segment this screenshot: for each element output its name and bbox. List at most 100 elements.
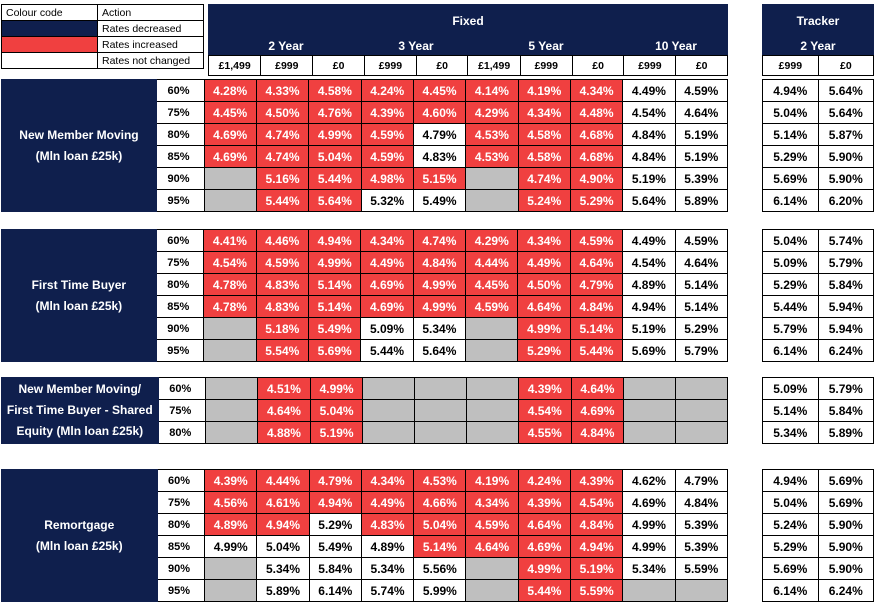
ltv-label: 95%: [156, 579, 206, 602]
tracker-rate-cell: 6.14%: [762, 339, 819, 362]
rate-cell: 5.14%: [674, 295, 728, 318]
rate-cell: 5.44%: [308, 167, 362, 190]
rate-cell: 5.49%: [412, 189, 467, 212]
rate-cell: [675, 399, 728, 422]
section-title: First Time Buyer (Mln loan £25k): [1, 229, 157, 362]
rate-cell: 4.74%: [255, 123, 310, 146]
table-row: 75% 4.54% 4.59% 4.99% 4.49% 4.84% 4.44% 4.49% 4.…: [2, 251, 728, 274]
section-title-line: (Mln loan £25k): [35, 538, 123, 553]
section-title-line: First Time Buyer: [31, 277, 127, 292]
rate-cell: 5.54%: [255, 339, 309, 362]
legend-swatch-decreased: [1, 20, 98, 37]
rate-cell: 4.59%: [465, 513, 519, 536]
rate-cell: 5.14%: [307, 295, 362, 318]
rate-cell: 5.14%: [307, 273, 362, 296]
rate-cell: 4.78%: [203, 295, 257, 318]
rate-cell: 4.89%: [360, 535, 415, 558]
rate-cell: 4.59%: [255, 251, 309, 274]
tracker-rate-cell: 5.94%: [817, 295, 874, 318]
rate-cell: 5.44%: [360, 339, 414, 362]
rate-cell: 4.59%: [360, 123, 414, 146]
rate-cell: 5.29%: [308, 513, 362, 536]
ltv-label: 85%: [155, 145, 205, 168]
rate-cell: 4.58%: [517, 145, 571, 168]
rate-cell: 5.56%: [413, 557, 467, 580]
rate-cell: 4.79%: [308, 469, 362, 492]
tracker-rate-cell: 5.24%: [762, 513, 819, 536]
rate-cell: [203, 167, 257, 190]
rate-cell: 4.54%: [570, 491, 624, 514]
rate-cell: 4.39%: [204, 469, 258, 492]
ltv-label: 90%: [155, 167, 205, 190]
table-row: 85% 4.78% 4.83% 5.14% 4.69% 4.99% 4.59% 4.64% 4.…: [2, 295, 728, 318]
rate-cell: 5.99%: [413, 579, 467, 602]
rate-cell: 4.64%: [517, 513, 572, 536]
rate-cell: 5.34%: [622, 557, 676, 580]
section-title: New Member Moving (Mln loan £25k): [1, 79, 157, 212]
rate-cell: 4.99%: [412, 273, 467, 296]
rate-cell: 4.59%: [674, 229, 728, 252]
rate-cell: 5.19%: [622, 317, 676, 340]
table-row: 5.09% 5.79%: [762, 377, 874, 400]
rate-cell: 4.51%: [257, 377, 311, 400]
rate-cell: 5.04%: [413, 513, 467, 536]
tracker-rate-cell: 5.04%: [762, 229, 819, 252]
rate-cell: 4.48%: [569, 101, 624, 124]
rate-cell: 5.59%: [570, 579, 624, 602]
rate-cell: 4.24%: [517, 469, 572, 492]
tracker-rate-cell: 5.29%: [762, 535, 819, 558]
rate-cell: 4.84%: [570, 421, 625, 444]
rate-cell: 4.53%: [465, 123, 519, 146]
rate-cell: [465, 339, 519, 362]
rate-cell: 4.53%: [465, 145, 519, 168]
rate-cell: 6.14%: [308, 579, 362, 602]
tracker-rate-cell: 5.84%: [817, 399, 874, 422]
section-title-line: Remortgage: [44, 517, 115, 532]
tracker-rate-cell: 5.34%: [762, 421, 819, 444]
tracker-section-3: 4.94% 5.69% 5.04% 5.69% 5.24% 5.90% 5.29% 5.90%…: [762, 469, 874, 602]
rate-cell: [362, 421, 416, 444]
table-row: 90% 5.16% 5.44% 4.98% 5.15% 4.74% 4.90% 5.19% 5.…: [2, 167, 729, 190]
rate-cell: 4.34%: [465, 491, 519, 514]
tracker-section-1: 5.04% 5.74% 5.09% 5.79% 5.29% 5.84% 5.44% 5.94%…: [762, 229, 874, 362]
rate-cell: 4.69%: [360, 273, 414, 296]
rate-cell: 4.69%: [203, 145, 257, 168]
ltv-label: 75%: [157, 399, 207, 422]
ltv-label: 95%: [155, 339, 205, 362]
rate-cell: [203, 317, 257, 340]
table-row: 6.14% 6.20%: [762, 189, 874, 212]
rate-cell: 4.90%: [569, 167, 624, 190]
term-2-year: 2 Year: [208, 37, 364, 55]
table-row: 6.14% 6.24%: [762, 339, 874, 362]
rate-section-2: New Member Moving/First Time Buyer - Sha…: [1, 377, 728, 444]
rate-cell: 4.54%: [517, 399, 572, 422]
rate-cell: 4.59%: [674, 79, 729, 102]
rate-cell: 5.29%: [569, 189, 624, 212]
rate-cell: 4.94%: [308, 491, 362, 514]
rate-cell: [466, 377, 519, 400]
rate-cell: 4.34%: [360, 469, 415, 492]
rate-cell: 4.58%: [308, 79, 362, 102]
legend-label-decreased: Rates decreased: [97, 20, 204, 37]
rate-cell: [465, 317, 519, 340]
rate-cell: [675, 377, 728, 400]
tracker-rate-cell: 5.69%: [817, 491, 874, 514]
table-row: 4.94% 5.64%: [762, 79, 874, 102]
rate-cell: 4.49%: [622, 79, 676, 102]
tracker-rate-cell: 5.90%: [817, 513, 874, 536]
rate-cell: 5.39%: [674, 167, 729, 190]
rate-cell: 4.79%: [412, 123, 467, 146]
rate-cell: 5.34%: [360, 557, 415, 580]
table-row: 95% 5.54% 5.69% 5.44% 5.64% 5.29% 5.44% 5.69% 5.…: [2, 339, 728, 362]
rate-cell: 4.53%: [413, 469, 467, 492]
rate-cell: 4.61%: [256, 491, 310, 514]
rate-cell: [465, 557, 519, 580]
table-row: 6.14% 6.24%: [762, 579, 874, 602]
fee-header-cell: £0: [312, 55, 365, 76]
rate-cell: 4.84%: [570, 513, 624, 536]
rate-cell: 4.44%: [465, 251, 519, 274]
tracker-rate-cell: 6.24%: [817, 339, 874, 362]
rate-cell: 5.04%: [308, 145, 362, 168]
table-row: 5.34% 5.89%: [762, 421, 874, 444]
rate-cell: 4.99%: [309, 377, 364, 400]
